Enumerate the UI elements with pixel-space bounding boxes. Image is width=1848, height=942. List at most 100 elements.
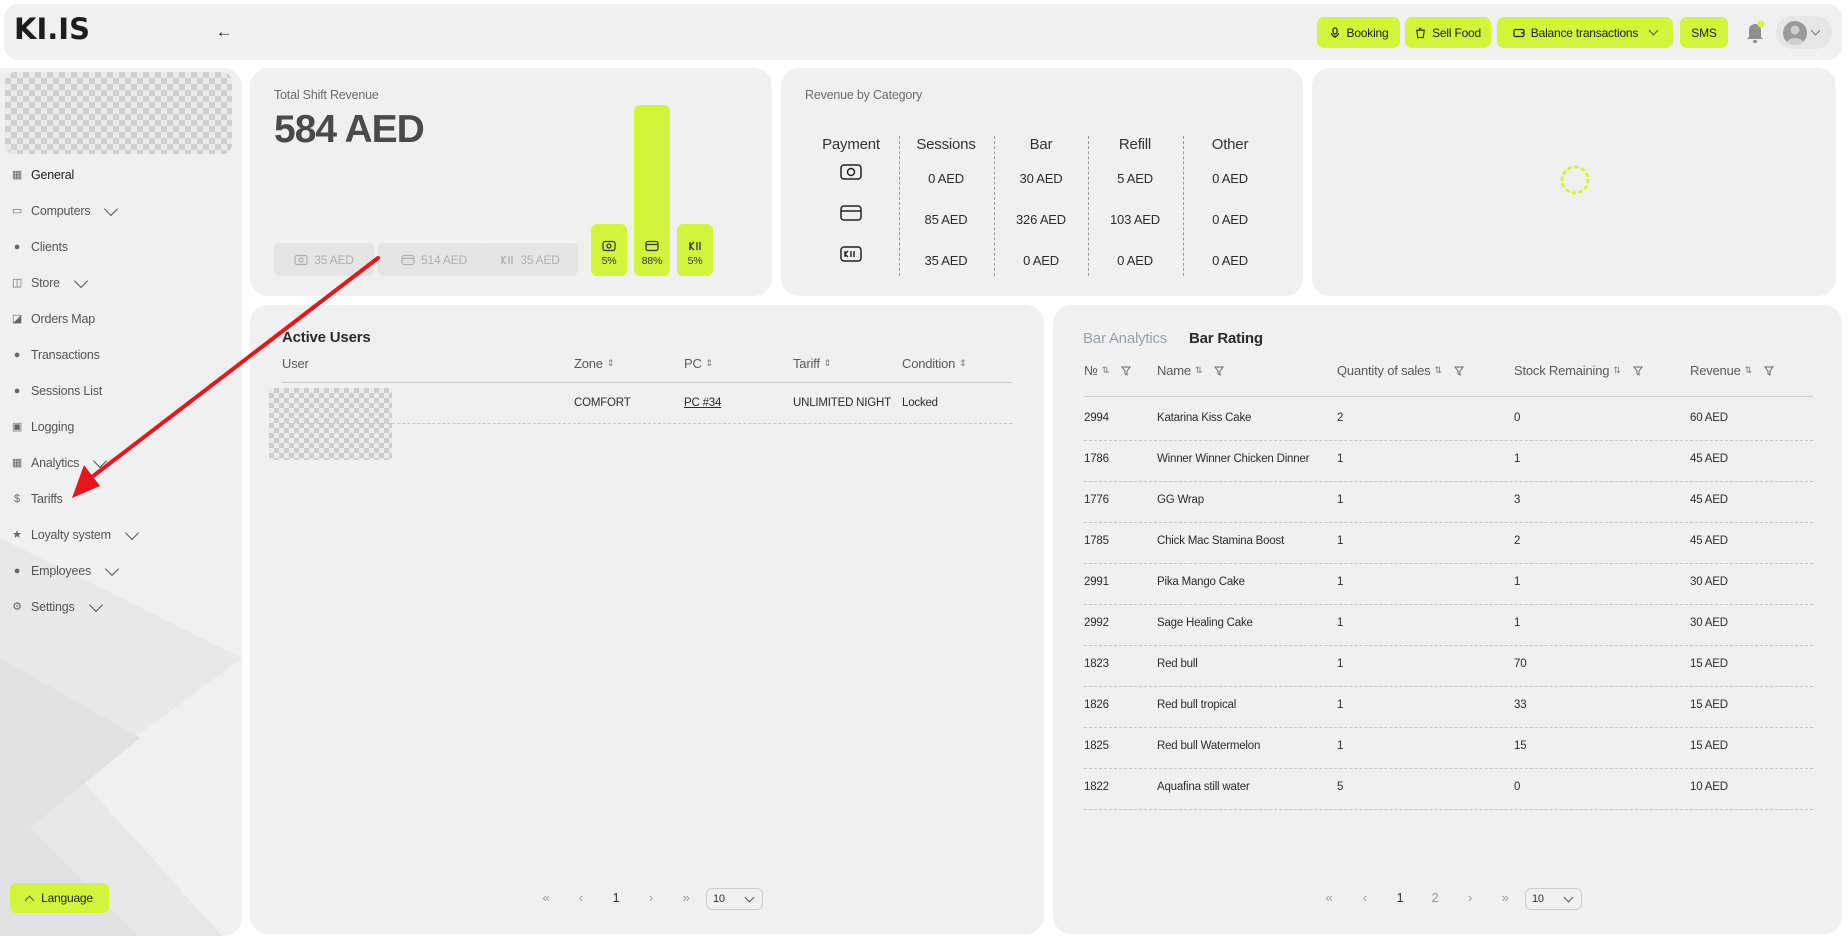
- sidebar-item-clients[interactable]: ● Clients: [11, 235, 68, 259]
- column-header-revenue[interactable]: Revenue ⇅: [1690, 363, 1774, 378]
- bell-icon[interactable]: [1743, 19, 1767, 45]
- sort-icon: ⇅: [1744, 365, 1753, 375]
- booking-button[interactable]: Booking: [1317, 17, 1400, 48]
- sidebar-item-settings[interactable]: ⚙ Settings: [11, 595, 103, 619]
- bonus-icon: [840, 246, 862, 262]
- stock-cell: 70: [1514, 658, 1527, 670]
- shift-revenue-title: Total Shift Revenue: [274, 88, 379, 102]
- cash-share-bar: 5%: [591, 224, 627, 276]
- sidebar-item-analytics[interactable]: ▦ Analytics: [11, 451, 108, 475]
- sidebar-item-orders-map[interactable]: ◪ Orders Map: [11, 307, 95, 331]
- cell: 30 AED: [1019, 171, 1063, 186]
- balance-transactions-button[interactable]: Balance transactions: [1497, 17, 1673, 48]
- prev-page-button[interactable]: ‹: [1362, 890, 1368, 905]
- sidebar-item-transactions[interactable]: ● Transactions: [11, 343, 100, 367]
- page-size-value: 10: [713, 893, 725, 905]
- sidebar-item-store[interactable]: ◫ Store: [11, 271, 88, 295]
- language-label: Language: [41, 891, 93, 905]
- stock-cell: 0: [1514, 781, 1521, 793]
- avatar: [1783, 20, 1807, 45]
- sidebar-item-loyalty-system[interactable]: ★ Loyalty system: [11, 523, 139, 547]
- sidebar-item-logging[interactable]: ▣ Logging: [11, 415, 74, 439]
- filter-icon[interactable]: [1214, 366, 1225, 376]
- sidebar-item-label: Employees: [31, 564, 92, 578]
- tab-bar-analytics[interactable]: Bar Analytics: [1083, 330, 1168, 347]
- filter-icon[interactable]: [1121, 366, 1132, 376]
- pc-link[interactable]: PC #34: [684, 397, 722, 409]
- column-header-name[interactable]: Name ⇅: [1157, 363, 1225, 378]
- list-icon: ●: [13, 385, 21, 397]
- microphone-icon: [1330, 26, 1339, 38]
- number-cell: 1785: [1084, 535, 1109, 547]
- column-header-tariff[interactable]: Tariff ⇕: [793, 356, 832, 371]
- next-page-button[interactable]: ›: [648, 890, 654, 905]
- page-size-select[interactable]: 10: [1525, 888, 1582, 910]
- quantity-cell: 1: [1337, 617, 1344, 629]
- sidebar-item-computers[interactable]: ▭ Computers: [11, 199, 119, 223]
- filter-icon[interactable]: [1453, 366, 1464, 376]
- row-divider: [1084, 481, 1813, 482]
- column-header-pc[interactable]: PC ⇕: [684, 356, 714, 371]
- column-header-zone[interactable]: Zone ⇕: [574, 356, 615, 371]
- column-header-user[interactable]: User: [282, 356, 309, 371]
- sidebar-item-sessions-list[interactable]: ● Sessions List: [11, 379, 102, 403]
- language-button[interactable]: Language: [10, 883, 109, 913]
- grid-icon: ▦: [11, 169, 23, 181]
- cell: 0 AED: [1117, 253, 1153, 268]
- sms-button[interactable]: SMS: [1680, 17, 1728, 48]
- first-page-button[interactable]: «: [1325, 890, 1333, 905]
- chevron-down-icon: [104, 561, 120, 576]
- filter-icon[interactable]: [1632, 366, 1643, 376]
- sidebar-item-general[interactable]: ▦ General: [11, 163, 74, 187]
- column-header-stock[interactable]: Stock Remaining ⇅: [1514, 363, 1643, 378]
- sidebar-item-employees[interactable]: ● Employees: [11, 559, 120, 583]
- chevron-down-icon: [744, 892, 755, 902]
- cup-icon: [1416, 27, 1425, 38]
- sidebar-decoration: [0, 538, 242, 936]
- back-arrow-icon[interactable]: ←: [215, 22, 233, 41]
- row-divider: [1084, 727, 1813, 728]
- next-page-button[interactable]: ›: [1467, 890, 1473, 905]
- payment-column: Payment: [804, 132, 898, 158]
- number-cell: 2992: [1084, 617, 1109, 629]
- dollar-icon: $: [14, 493, 20, 505]
- column-header-condition[interactable]: Condition ⇕: [902, 356, 967, 371]
- sell-food-button[interactable]: Sell Food: [1405, 17, 1491, 48]
- tab-bar-rating[interactable]: Bar Rating: [1189, 330, 1263, 347]
- name-cell: Aquafina still water: [1157, 781, 1250, 793]
- revenue-by-category-card: [781, 68, 1303, 296]
- quantity-cell: 1: [1337, 494, 1344, 506]
- sidebar-item-label: Analytics: [31, 456, 80, 470]
- page-1-button[interactable]: 1: [1396, 890, 1404, 905]
- row-divider: [1084, 563, 1813, 564]
- page-1-button[interactable]: 1: [612, 890, 620, 905]
- person-icon: ●: [13, 565, 21, 577]
- sidebar-item-label: Tariffs: [31, 492, 63, 506]
- app-logo[interactable]: KI.IS: [14, 12, 90, 46]
- last-page-button[interactable]: »: [1501, 890, 1509, 905]
- page-2-button[interactable]: 2: [1431, 890, 1439, 905]
- loading-card: [1312, 68, 1836, 296]
- revenue-cell: 30 AED: [1690, 576, 1728, 588]
- page-size-select[interactable]: 10: [706, 888, 763, 910]
- sidebar-item-tariffs[interactable]: $ Tariffs: [11, 487, 63, 511]
- prev-page-button[interactable]: ‹: [578, 890, 584, 905]
- first-page-button[interactable]: «: [542, 890, 550, 905]
- column-header-number[interactable]: № ⇅: [1084, 363, 1132, 378]
- category-title: Revenue by Category: [805, 88, 923, 102]
- stock-cell: 33: [1514, 699, 1527, 711]
- filter-icon[interactable]: [1763, 366, 1774, 376]
- chart-icon: ▦: [11, 457, 23, 469]
- bar-column: Bar 30 AED 326 AED 0 AED: [994, 132, 1088, 281]
- name-cell: Winner Winner Chicken Dinner: [1157, 453, 1310, 465]
- quantity-cell: 1: [1337, 658, 1344, 670]
- column-header-quantity[interactable]: Quantity of sales ⇅: [1337, 363, 1464, 378]
- last-page-button[interactable]: »: [682, 890, 690, 905]
- chevron-up-icon: [24, 895, 35, 905]
- user-menu[interactable]: [1776, 16, 1832, 49]
- name-cell: Sage Healing Cake: [1157, 617, 1253, 629]
- stock-cell: 0: [1514, 412, 1521, 424]
- cell: 0 AED: [1212, 212, 1248, 227]
- header-divider: [1084, 396, 1813, 397]
- pill-value: 35 AED: [520, 252, 560, 267]
